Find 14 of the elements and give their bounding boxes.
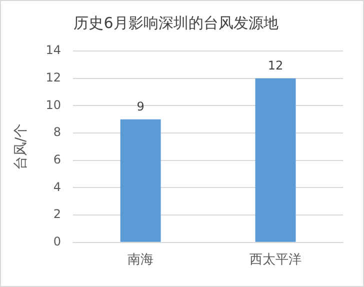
data-label: 12 — [268, 58, 284, 72]
y-tick-label: 14 — [46, 43, 62, 58]
x-tick-label: 南海 — [128, 252, 154, 268]
data-label: 9 — [136, 99, 144, 114]
x-tick-label: 西太平洋 — [250, 252, 302, 268]
y-axis-title: 台风/个 — [13, 123, 30, 170]
y-tick-label: 12 — [46, 70, 62, 84]
y-tick-label: 10 — [46, 98, 62, 112]
y-tick-label: 4 — [53, 180, 62, 194]
y-tick-label: 8 — [53, 125, 62, 140]
y-tick-label: 6 — [53, 152, 62, 166]
y-tick-label: 2 — [53, 207, 62, 222]
y-tick-label: 0 — [53, 234, 62, 249]
chart-title: 历史6月影响深圳的台风发源地 — [74, 14, 278, 32]
